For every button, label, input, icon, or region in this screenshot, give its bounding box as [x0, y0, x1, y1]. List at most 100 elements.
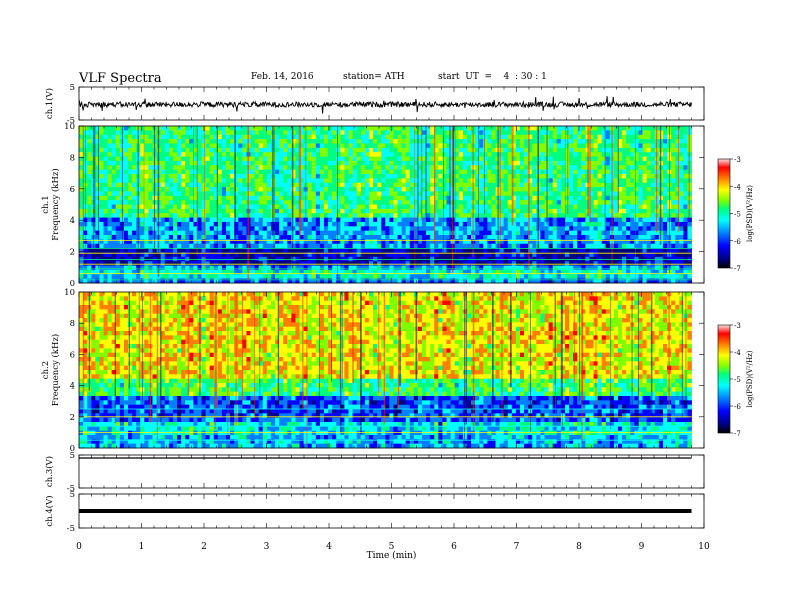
ch1-spectrogram-image-cell [569, 147, 574, 153]
ch1-spectrogram-image-cell [238, 265, 243, 271]
ch1-spectrogram-image-cell [532, 182, 537, 188]
ch1-spectrogram-image-cell [328, 278, 333, 284]
ch1-spectrogram-image-cell [613, 187, 619, 192]
ch1-spectrogram-image-cell [487, 143, 492, 149]
ch1-spectrogram-image-cell [95, 213, 100, 218]
ch1-spectrogram-image-cell [226, 187, 231, 192]
ch1-spectrogram-image-cell [601, 165, 607, 171]
ch1-spectrogram-image-cell [87, 274, 92, 280]
ch1-spectrogram-image-cell [213, 195, 219, 201]
ch1-spectrogram-image-cell [479, 278, 484, 284]
ch1-spectrogram-image-cell [417, 147, 423, 153]
ch1-spectrogram-image-cell [103, 195, 108, 201]
ch1-spectrogram-image-cell [515, 191, 521, 197]
ch1-spectrogram-image-cell [548, 217, 554, 223]
ch1-spectrogram-image-cell [189, 191, 194, 197]
ch1-spectrogram-image-cell [352, 187, 358, 192]
ch1-spectrogram-image-cell [328, 274, 333, 280]
ch1-spectrogram-image-cell [377, 235, 382, 240]
ch1-spectrogram-image-cell [630, 195, 635, 201]
ch1-spectrogram-image-cell [119, 278, 125, 284]
ch1-spectrogram-image-cell [270, 217, 276, 223]
ch1-spectrogram-image-cell [389, 204, 394, 210]
ch1-spectrogram-image-cell [328, 152, 333, 157]
ch1-spectrogram-image-cell [573, 147, 578, 153]
ch1-spectrogram-image-cell [189, 152, 194, 157]
ch1-spectrogram-image-cell [209, 261, 215, 266]
ch1-spectrogram-image-cell [307, 204, 313, 210]
ch1-spectrogram-image-cell [270, 152, 276, 157]
ch1-spectrogram-image-cell [189, 147, 194, 153]
ch1-spectrogram-image-cell [123, 156, 129, 162]
ch1-spectrogram-image-cell [311, 178, 317, 184]
ch1-spectrogram-image-cell [266, 239, 272, 245]
ch1-spectrogram-image-cell [626, 217, 631, 223]
ch1-spectrogram-image-cell [315, 208, 321, 214]
ch1-spectrogram-image-cell [528, 221, 533, 227]
ch1-spectrogram-image-cell [507, 252, 513, 258]
ch1-spectrogram-image-cell [201, 261, 206, 266]
ch1-spectrogram-image-cell [569, 252, 574, 258]
ch1-spectrogram-image-cell [283, 230, 288, 236]
ch1-spectrogram-image-cell [340, 261, 345, 266]
ch1-spectrogram-image-cell [291, 195, 296, 201]
ch1-spectrogram-image-cell [385, 217, 390, 223]
ch1-spectrogram-image-cell [119, 248, 125, 253]
ch1-spectrogram-image-cell [360, 261, 366, 266]
ch1-spectrogram-image-cell [368, 160, 374, 166]
ch1-spectrogram-image-cell [454, 195, 460, 201]
ch1-spectrogram-image-cell [99, 191, 104, 197]
ch1-spectrogram-image-cell [344, 178, 349, 184]
ch1-spectrogram-image-cell [422, 252, 427, 258]
ch1-spectrogram-image-cell [250, 221, 255, 227]
ch1-spectrogram-image-cell [360, 278, 366, 284]
ch1-spectrogram-image-cell [417, 204, 423, 210]
ch1-spectrogram-image-cell [409, 160, 415, 166]
ch1-spectrogram-image-cell [524, 147, 529, 153]
ch1-spectrogram-image-cell [373, 243, 378, 249]
ch1-spectrogram-image-cell [626, 248, 631, 253]
ch1-spectrogram-image-cell [622, 173, 627, 179]
ch1-spectrogram-image-cell [483, 126, 488, 131]
ch1-spectrogram-image-cell [356, 182, 362, 188]
ch1-spectrogram-image-cell [540, 187, 545, 192]
ch1-spectrogram-image-cell [324, 134, 329, 140]
ch1-spectrogram-image-cell [597, 230, 603, 236]
ch1-spectrogram-image-cell [377, 156, 382, 162]
ch1-spectrogram-image-cell [332, 235, 337, 240]
ch1-spectrogram-image-cell [613, 134, 619, 140]
ch1-spectrogram-image-cell [238, 130, 243, 136]
ch1-spectrogram-image-cell [340, 160, 345, 166]
ch1-spectrogram-image-cell [364, 187, 370, 192]
ch1-spectrogram-image-cell [438, 221, 443, 227]
ch1-spectrogram-image-cell [634, 248, 639, 253]
ch1-spectrogram-image-cell [515, 147, 521, 153]
ch1-spectrogram-image-cell [123, 252, 129, 258]
ch1-spectrogram-image-cell [442, 200, 447, 205]
ch1-spectrogram-image-cell [181, 278, 186, 284]
ch1-spectrogram-image-cell [373, 204, 378, 210]
ch1-spectrogram-image-cell [438, 126, 443, 131]
ch1-spectrogram-image-cell [209, 252, 215, 258]
ch1-spectrogram-image-cell [160, 265, 166, 271]
ch1-spectrogram-image-cell [168, 208, 174, 214]
ch1-spectrogram-image-cell [573, 204, 578, 210]
ch1-spectrogram-image-cell [405, 230, 411, 236]
ch1-spectrogram-image-cell [454, 226, 460, 232]
ch1-spectrogram-image-cell [548, 173, 554, 179]
ch1-spectrogram-image-cell [593, 169, 598, 175]
ch1-spectrogram-image-cell [128, 191, 133, 197]
ch1-spectrogram-image-cell [389, 243, 394, 249]
ch1-spectrogram-image-cell [569, 152, 574, 157]
ch1-spectrogram-image-cell [164, 278, 170, 284]
ch1-spectrogram-image-cell [140, 226, 145, 232]
ch1-spectrogram-image-cell [454, 261, 460, 266]
ch1-spectrogram-image-cell [393, 235, 398, 240]
ch1-spectrogram-image-cell [638, 265, 643, 271]
ch1-spectrogram-image-cell [307, 239, 313, 245]
ch1-spectrogram-image-cell [99, 217, 104, 223]
ch1-spectrogram-image-cell [303, 274, 309, 280]
ch1-spectrogram-image-cell [172, 208, 178, 214]
ch1-spectrogram-image-cell [524, 274, 529, 280]
ch1-spectrogram-image-cell [250, 139, 255, 144]
